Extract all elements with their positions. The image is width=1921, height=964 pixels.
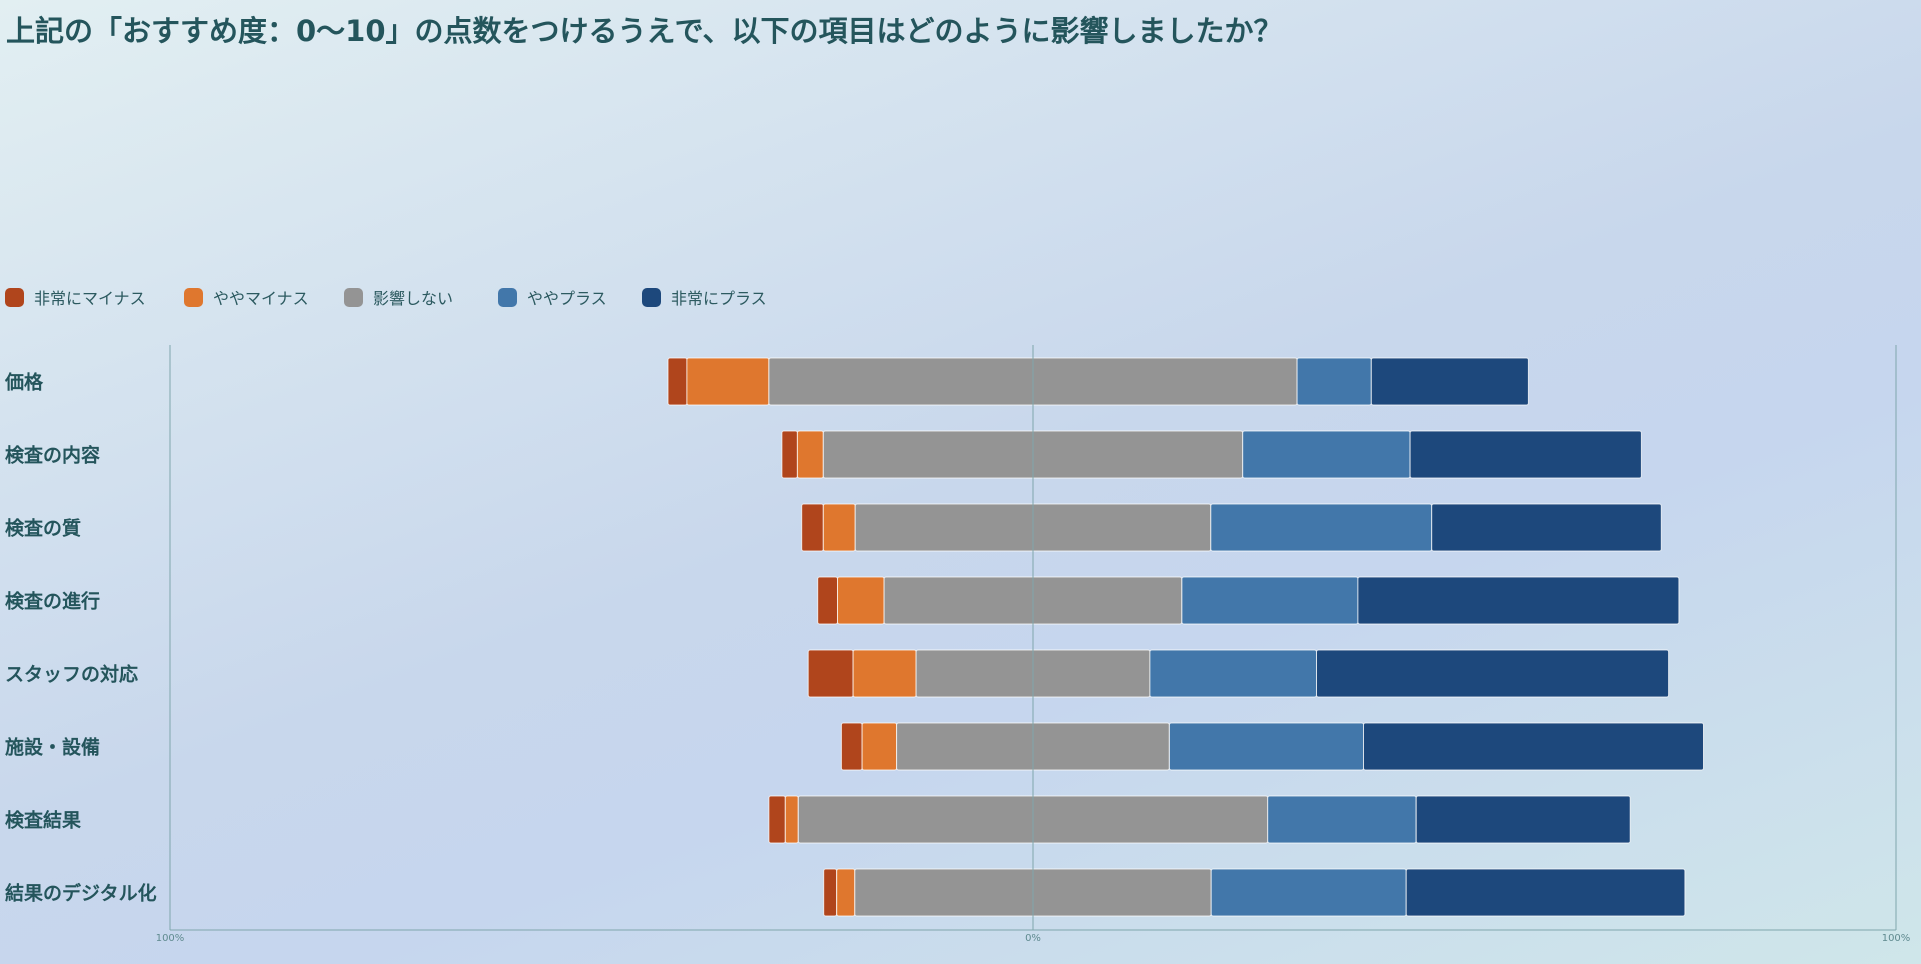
bar-segment bbox=[1409, 430, 1642, 479]
legend-swatch bbox=[642, 287, 661, 307]
legend-label: 非常にプラス bbox=[671, 289, 767, 308]
bar-segment bbox=[1168, 722, 1365, 771]
bar-segment bbox=[686, 357, 770, 406]
legend-swatch bbox=[5, 287, 24, 307]
bar-segment bbox=[1357, 576, 1680, 625]
legend-item-slightly-negative[interactable]: ややマイナス bbox=[184, 285, 309, 309]
bar-segment bbox=[667, 357, 688, 406]
bar-segment bbox=[837, 576, 885, 625]
legend-label: 影響しない bbox=[373, 289, 454, 308]
bar-segment bbox=[781, 430, 798, 479]
bar-segment bbox=[796, 430, 824, 479]
bar-segment bbox=[1296, 357, 1372, 406]
bar-segment bbox=[1431, 503, 1662, 552]
bar-segment bbox=[1415, 795, 1631, 844]
category-label: スタッフの対応 bbox=[5, 663, 138, 686]
category-label: 価格 bbox=[4, 371, 44, 394]
category-label: 検査の進行 bbox=[5, 590, 100, 613]
category-label: 検査結果 bbox=[5, 809, 81, 832]
bar-segment bbox=[1242, 430, 1411, 479]
bar-segment bbox=[784, 795, 799, 844]
bar-segment bbox=[836, 868, 856, 917]
bar-segment bbox=[840, 722, 863, 771]
legend-item-very-positive[interactable]: 非常にプラス bbox=[642, 285, 767, 309]
bar-segment bbox=[1210, 868, 1407, 917]
legend-swatch bbox=[498, 287, 517, 307]
bar-segment bbox=[852, 649, 917, 698]
x-tick-label: 100% bbox=[1882, 933, 1911, 944]
x-tick-label: 100% bbox=[156, 933, 185, 944]
legend-label: ややプラス bbox=[527, 289, 607, 308]
bar-segment bbox=[1181, 576, 1359, 625]
bar-segment bbox=[1149, 649, 1318, 698]
category-label: 施設・設備 bbox=[5, 736, 100, 759]
legend-item-no-effect[interactable]: 影響しない bbox=[344, 285, 453, 309]
chart-title: 上記の「おすすめ度：0〜10」の点数をつけるうえで、以下の項目はどのように影響し… bbox=[6, 14, 1283, 48]
legend-label: 非常にマイナス bbox=[34, 289, 146, 308]
category-label: 検査の質 bbox=[5, 517, 81, 540]
bar-segment bbox=[1405, 868, 1686, 917]
legend-item-slightly-positive[interactable]: ややプラス bbox=[498, 285, 607, 309]
legend-label: ややマイナス bbox=[213, 289, 309, 308]
legend-item-very-negative[interactable]: 非常にマイナス bbox=[5, 285, 146, 309]
category-label: 結果のデジタル化 bbox=[5, 882, 157, 905]
legend-swatch bbox=[344, 287, 363, 307]
bar-segment bbox=[807, 649, 854, 698]
category-label: 検査の内容 bbox=[5, 444, 100, 467]
bar-segment bbox=[1363, 722, 1704, 771]
bar-segment bbox=[823, 868, 838, 917]
x-tick-label: 0% bbox=[1025, 933, 1041, 944]
bar-segment bbox=[1316, 649, 1670, 698]
bar-segment bbox=[861, 722, 898, 771]
legend-swatch bbox=[184, 287, 203, 307]
bar-segment bbox=[1267, 795, 1417, 844]
bar-segment bbox=[817, 576, 839, 625]
bar-segment bbox=[822, 503, 856, 552]
bar-segment bbox=[768, 795, 786, 844]
bar-segment bbox=[801, 503, 824, 552]
bar-segment bbox=[1370, 357, 1529, 406]
bar-segment bbox=[1210, 503, 1433, 552]
